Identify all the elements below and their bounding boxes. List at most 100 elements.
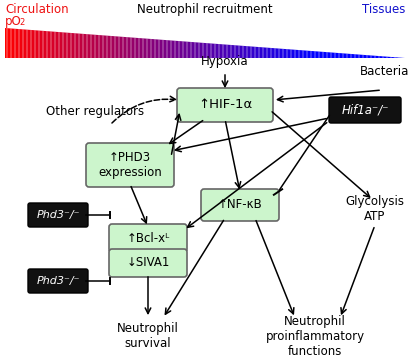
Polygon shape [336, 53, 337, 58]
FancyBboxPatch shape [328, 97, 400, 123]
Polygon shape [229, 45, 230, 58]
Polygon shape [327, 52, 328, 58]
Polygon shape [199, 42, 200, 58]
Polygon shape [275, 48, 276, 58]
Polygon shape [357, 55, 359, 58]
Polygon shape [333, 53, 335, 58]
Polygon shape [242, 46, 243, 58]
Text: Tissues: Tissues [361, 3, 404, 16]
Polygon shape [94, 35, 95, 58]
Polygon shape [195, 42, 196, 58]
FancyBboxPatch shape [86, 143, 173, 187]
Polygon shape [395, 57, 396, 58]
Polygon shape [311, 51, 312, 58]
Polygon shape [382, 56, 383, 58]
Polygon shape [44, 31, 45, 58]
Polygon shape [131, 37, 133, 58]
Polygon shape [147, 39, 148, 58]
Polygon shape [385, 57, 387, 58]
Polygon shape [272, 48, 274, 58]
Polygon shape [22, 29, 24, 58]
Polygon shape [335, 53, 336, 58]
Polygon shape [266, 47, 267, 58]
Polygon shape [117, 36, 118, 58]
Polygon shape [26, 30, 27, 58]
Polygon shape [27, 30, 29, 58]
Polygon shape [353, 54, 355, 58]
Polygon shape [288, 49, 290, 58]
Polygon shape [282, 49, 283, 58]
Polygon shape [219, 44, 220, 58]
Polygon shape [235, 45, 236, 58]
Polygon shape [33, 30, 34, 58]
Polygon shape [347, 54, 348, 58]
Text: ↑Bcl-xᴸ: ↑Bcl-xᴸ [126, 231, 169, 245]
Polygon shape [339, 53, 340, 58]
Polygon shape [41, 31, 42, 58]
Polygon shape [174, 41, 175, 58]
Polygon shape [364, 55, 365, 58]
Polygon shape [110, 36, 111, 58]
Polygon shape [121, 37, 122, 58]
Polygon shape [177, 41, 178, 58]
Polygon shape [240, 46, 242, 58]
Polygon shape [389, 57, 391, 58]
Polygon shape [46, 31, 47, 58]
Polygon shape [25, 30, 26, 58]
Polygon shape [88, 34, 89, 58]
Polygon shape [387, 57, 388, 58]
Polygon shape [24, 29, 25, 58]
Polygon shape [312, 51, 314, 58]
Polygon shape [101, 35, 102, 58]
Polygon shape [238, 45, 239, 58]
Polygon shape [67, 33, 69, 58]
Polygon shape [77, 34, 78, 58]
Polygon shape [223, 44, 225, 58]
Polygon shape [268, 48, 270, 58]
Polygon shape [40, 31, 41, 58]
Polygon shape [384, 56, 385, 58]
Polygon shape [243, 46, 245, 58]
Polygon shape [355, 54, 356, 58]
Text: ↑NF-κB: ↑NF-κB [217, 198, 262, 211]
Polygon shape [141, 38, 142, 58]
Polygon shape [98, 35, 99, 58]
Polygon shape [398, 57, 399, 58]
Polygon shape [187, 42, 189, 58]
Polygon shape [248, 46, 250, 58]
Polygon shape [114, 36, 115, 58]
Polygon shape [280, 49, 282, 58]
Polygon shape [42, 31, 44, 58]
Polygon shape [155, 39, 157, 58]
Polygon shape [373, 56, 375, 58]
Polygon shape [158, 40, 159, 58]
Polygon shape [61, 32, 62, 58]
Polygon shape [179, 41, 180, 58]
Polygon shape [298, 50, 299, 58]
Polygon shape [119, 37, 121, 58]
Polygon shape [396, 57, 398, 58]
Polygon shape [252, 47, 254, 58]
Polygon shape [321, 52, 323, 58]
Polygon shape [291, 50, 292, 58]
Polygon shape [36, 30, 37, 58]
Polygon shape [393, 57, 395, 58]
Polygon shape [58, 32, 60, 58]
Polygon shape [124, 37, 125, 58]
Polygon shape [284, 49, 285, 58]
Polygon shape [52, 31, 53, 58]
Polygon shape [344, 54, 346, 58]
Polygon shape [222, 44, 223, 58]
Polygon shape [278, 49, 279, 58]
Polygon shape [102, 35, 103, 58]
Polygon shape [310, 51, 311, 58]
Polygon shape [125, 37, 126, 58]
Polygon shape [343, 54, 344, 58]
Polygon shape [157, 39, 158, 58]
Polygon shape [348, 54, 349, 58]
Polygon shape [216, 44, 218, 58]
Text: Neutrophil recruitment: Neutrophil recruitment [137, 3, 272, 16]
Polygon shape [65, 32, 66, 58]
Polygon shape [145, 39, 146, 58]
Polygon shape [184, 41, 186, 58]
